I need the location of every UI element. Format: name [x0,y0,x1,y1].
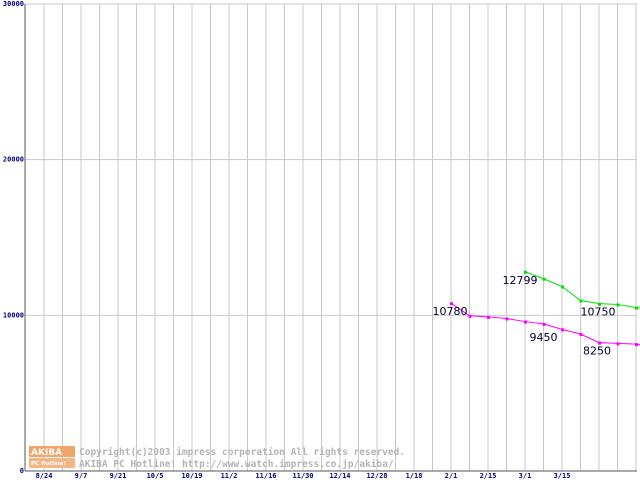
x-tick-label: 10/5 [147,472,164,480]
data-label: 10750 [581,306,616,319]
data-point [561,285,564,289]
data-point [616,342,620,346]
x-tick-label: 1/18 [406,472,423,480]
akiba-logo: AKIBA PC Hotline! [29,446,75,468]
data-point [635,343,638,347]
data-point [579,333,583,337]
data-point [561,328,564,332]
y-tick-label: 0 [20,467,24,475]
data-point [542,322,546,326]
x-tick-label: 2/15 [480,472,497,480]
data-label: 9450 [530,331,558,344]
data-point [524,270,527,274]
x-tick-label: 11/16 [255,472,276,480]
data-label: 8250 [583,345,611,358]
copyright-line: Copyright(c)2003 impress corporation All… [79,447,405,458]
data-label: 12799 [503,274,538,287]
x-tick-label: 10/19 [181,472,202,480]
x-tick-label: 3/1 [519,472,532,480]
logo-top-text: AKIBA [31,448,62,458]
x-axis-ticks: 8/24 9/7 9/21 10/5 10/19 11/2 11/16 11/30 12/14 1… [36,472,571,480]
data-point [598,341,601,345]
data-point [542,277,546,281]
series-2: 12799107509970 [503,270,640,319]
series-3: 10780945082507630 [433,302,640,358]
x-tick-label: 11/30 [292,472,313,480]
plot-area [25,4,637,471]
data-point [579,299,583,303]
y-axis-ticks: 0 10000 20000 30000 [3,0,24,475]
site-url-line: AKIBA PC Hotline! http://www.watch.impre… [79,459,394,470]
y-tick-label: 10000 [3,311,24,319]
x-tick-label: 12/28 [366,472,387,480]
data-point [487,315,490,319]
data-point [505,317,509,321]
x-tick-label: 2/1 [445,472,458,480]
y-tick-label: 30000 [3,0,24,8]
x-tick-label: 8/24 [36,472,53,480]
data-point [450,302,453,306]
y-tick-label: 20000 [3,156,24,164]
x-tick-label: 11/2 [221,472,238,480]
series-layer: 2220014980127991075099701078094508250763… [433,270,640,358]
x-tick-label: 12/14 [329,472,350,480]
x-tick-label: 3/15 [554,472,571,480]
x-tick-label: 9/7 [75,472,88,480]
logo-bottom-text: PC Hotline! [31,461,66,467]
data-point [468,314,472,318]
copyright-watermark: AKIBA PC Hotline! Copyright(c)2003 impre… [29,446,405,470]
data-point [635,306,638,310]
data-point [524,320,527,324]
data-label: 10780 [433,305,468,318]
axes [24,4,637,472]
data-point [616,303,620,307]
grid-lines [25,3,637,471]
data-point [598,302,601,306]
x-tick-label: 9/21 [110,472,127,480]
